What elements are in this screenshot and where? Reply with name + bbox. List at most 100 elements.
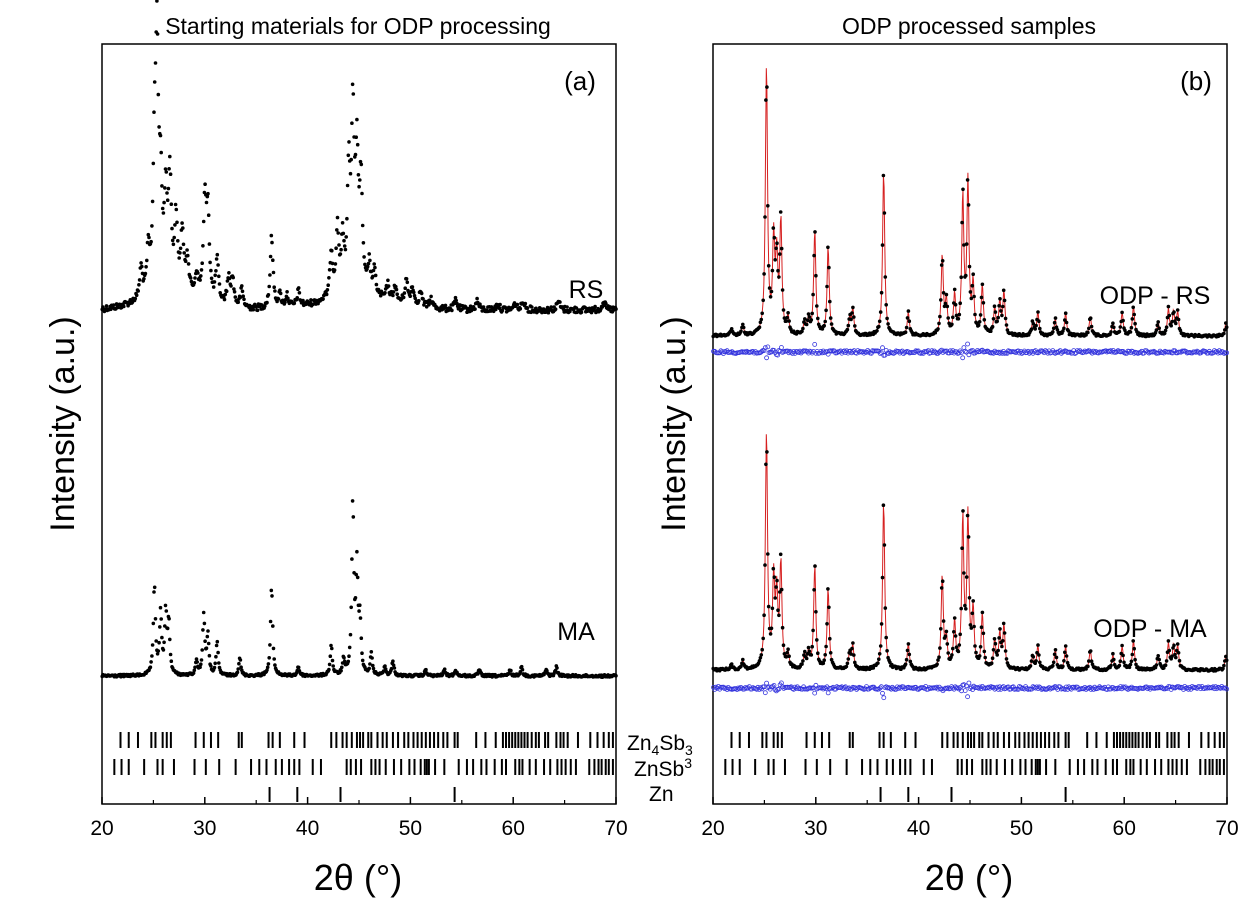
phase-markers-znsb [724,759,1225,775]
observed-point [978,645,983,649]
observed-point [879,622,884,626]
observed-point [500,308,505,313]
observed-point [373,273,378,278]
observed-point [168,172,173,176]
observed-point [1177,658,1182,663]
observed-point [193,665,197,670]
observed-point [357,609,361,613]
difference-point [1088,687,1094,692]
phase-label-zn: Zn [649,783,674,806]
observed-point [579,310,584,315]
observed-point [1131,305,1135,310]
observed-point [232,287,236,291]
observed-point [877,319,882,324]
observed-point [935,662,939,666]
observed-point [773,596,777,600]
observed-point [206,191,210,196]
observed-point [181,226,185,230]
observed-point [1088,649,1093,653]
observed-point [614,307,618,311]
observed-point [238,295,243,300]
observed-point [165,198,170,202]
observed-point [739,329,743,334]
observed-point [422,672,426,677]
observed-point [163,167,168,171]
panel-a-letter: (a) [564,66,596,96]
observed-point [1157,657,1161,662]
observed-point [296,665,301,670]
observed-point [978,313,983,317]
observed-point [158,133,163,138]
observed-point [334,246,338,250]
observed-point [886,322,890,326]
observed-point [992,637,997,641]
observed-point [165,191,169,195]
observed-point [183,259,188,264]
observed-point [157,640,161,645]
observed-point [759,317,764,322]
observed-point [199,268,204,272]
observed-point [824,644,828,649]
observed-point [903,662,908,666]
observed-point [969,626,974,630]
observed-point [939,627,943,631]
observed-point [998,297,1002,301]
observed-point [1173,652,1177,657]
observed-point [266,293,271,297]
observed-point [972,624,976,629]
observed-point [167,167,171,171]
series-odp-rs [711,68,1230,361]
observed-point [776,268,780,273]
observed-point [276,297,281,301]
observed-point [826,587,830,591]
observed-point [778,590,782,594]
observed-point [939,586,944,590]
observed-point [327,667,331,672]
observed-point [1086,664,1090,669]
observed-point [777,275,781,279]
observed-point [1117,663,1122,668]
observed-point [148,665,153,669]
observed-point [951,646,955,651]
observed-point [358,616,363,620]
panel-b-xlabel: 2θ (°) [925,857,1013,898]
observed-point [247,303,252,308]
observed-point [757,325,762,330]
observed-point [981,631,986,636]
observed-point [804,322,809,327]
observed-point [989,329,993,334]
observed-point [1222,331,1226,336]
observed-point [813,564,817,568]
x-tick-label: 40 [296,817,319,840]
observed-point [215,252,220,257]
observed-point [137,283,141,287]
observed-point [295,296,300,300]
observed-point [1117,329,1122,334]
observed-point [741,325,746,330]
observed-point [1224,321,1228,325]
observed-point [297,291,302,295]
observed-point [1111,651,1115,656]
observed-point [346,153,351,158]
observed-point [782,652,787,656]
observed-point [199,274,203,278]
observed-point [386,284,391,288]
observed-point [849,652,853,656]
observed-point [939,263,944,267]
observed-point [530,305,534,309]
observed-point [160,635,164,640]
observed-point [523,301,528,306]
observed-point [191,671,196,675]
observed-point [152,80,157,84]
observed-point [828,316,833,320]
observed-point [950,322,954,327]
observed-point [1001,288,1006,293]
observed-point [346,659,351,664]
observed-point [1053,316,1058,320]
observed-point [457,306,461,310]
observed-point [803,317,807,321]
observed-point [160,184,164,188]
difference-point [1062,687,1068,692]
observed-point [1133,657,1137,662]
observed-point [203,639,207,643]
